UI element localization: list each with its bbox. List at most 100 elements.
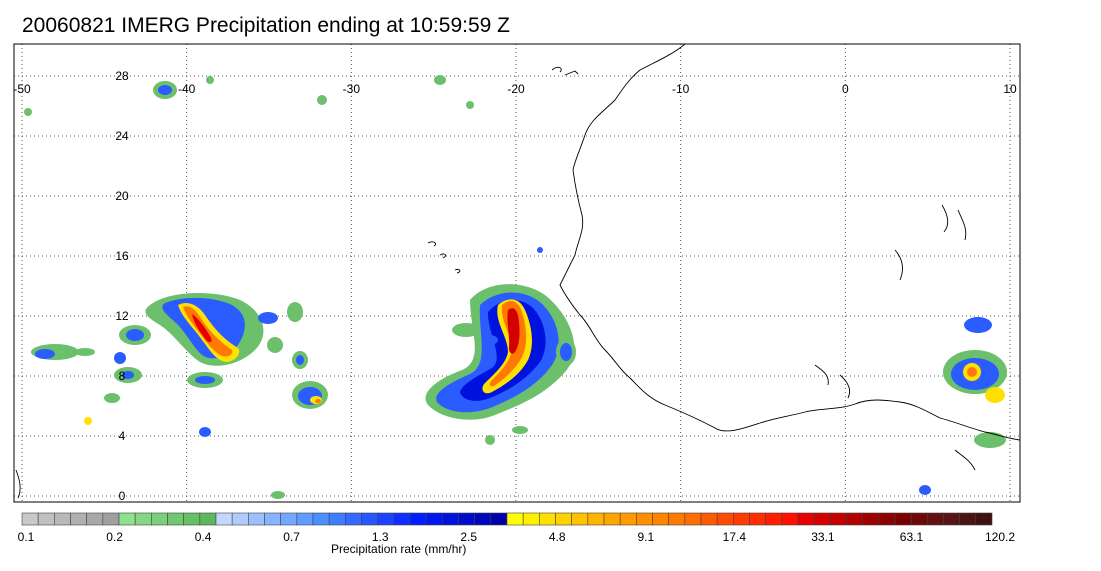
colorbar-swatch: [506, 512, 524, 526]
precip-system-48w: [31, 344, 142, 425]
colorbar-swatch: [733, 512, 750, 526]
colorbar-swatch: [393, 512, 411, 526]
colorbar-tick-label: 4.8: [549, 530, 566, 544]
precip-cell-31w: [292, 381, 328, 409]
precip-scattered: [24, 75, 543, 499]
colorbar-swatch: [522, 512, 540, 526]
colorbar-swatch: [54, 512, 71, 526]
colorbar-swatch: [37, 512, 55, 526]
colorbar-tick-label: 33.1: [811, 530, 835, 544]
colorbar-swatch: [264, 512, 281, 526]
colorbar-swatch: [959, 512, 977, 526]
colorbar-swatch: [409, 512, 427, 526]
colorbar-swatch: [894, 512, 912, 526]
colorbar-tick-label: 0.2: [106, 530, 123, 544]
lon-tick-label: -50: [13, 82, 31, 96]
colorbar-swatch: [700, 512, 718, 526]
lon-tick-label: 0: [842, 82, 849, 96]
colorbar-swatch: [781, 512, 799, 526]
gridlines: [14, 44, 1020, 502]
colorbar-tick-label: 1.3: [372, 530, 389, 544]
colorbar-swatch: [134, 512, 152, 526]
precip-system-20w: [425, 284, 576, 420]
colorbar-swatch: [86, 512, 104, 526]
colorbar-swatch: [830, 512, 847, 526]
precip-system-40w: [119, 81, 308, 437]
colorbar-swatch: [975, 512, 993, 526]
lon-tick-label: -10: [672, 82, 690, 96]
colorbar-swatch: [910, 512, 928, 526]
colorbar-swatch: [846, 512, 863, 526]
colorbar-swatch: [377, 512, 395, 526]
colorbar-swatch: [361, 512, 378, 526]
colorbar-swatch: [749, 512, 766, 526]
colorbar-swatch: [862, 512, 880, 526]
colorbar-tick-label: 9.1: [637, 530, 654, 544]
colorbar-swatch: [167, 512, 184, 526]
colorbar-swatch: [765, 512, 783, 526]
colorbar-swatch: [215, 512, 233, 526]
colorbar-swatch: [345, 512, 362, 526]
map-frame: [13, 43, 1021, 503]
colorbar-tick-label: 0.4: [195, 530, 212, 544]
colorbar-tick-label: 2.5: [460, 530, 477, 544]
colorbar-swatch: [280, 512, 298, 526]
colorbar-swatch: [118, 512, 136, 526]
colorbar-swatch: [555, 512, 572, 526]
lat-tick-label: 4: [119, 429, 126, 443]
lat-tick-label: 20: [115, 189, 129, 203]
lat-tick-label: 24: [115, 129, 129, 143]
colorbar-swatch: [668, 512, 686, 526]
colorbar-swatch: [425, 512, 443, 526]
latitude-labels: 0 4 8 12 16 20 24 28: [115, 69, 129, 503]
colorbar-caption: Precipitation rate (mm/hr): [331, 542, 467, 556]
colorbar-swatch: [603, 512, 621, 526]
precip-system-8e: [919, 317, 1007, 495]
colorbar-swatch: [943, 512, 960, 526]
page-title: 20060821 IMERG Precipitation ending at 1…: [22, 14, 510, 37]
colorbar-swatch: [490, 512, 508, 526]
colorbar-swatch: [652, 512, 669, 526]
colorbar-swatch: [151, 512, 168, 526]
lat-tick-label: 28: [115, 69, 129, 83]
colorbar-tick-label: 17.4: [723, 530, 747, 544]
lon-tick-label: -30: [343, 82, 361, 96]
lat-tick-label: 16: [115, 249, 129, 263]
lon-tick-label: 10: [1003, 82, 1017, 96]
colorbar-swatch: [248, 512, 265, 526]
colorbar-swatch: [716, 512, 734, 526]
lon-tick-label: -20: [507, 82, 525, 96]
colorbar-tick-label: 0.7: [283, 530, 300, 544]
colorbar-tick-label: 0.1: [18, 530, 35, 544]
colorbar-swatch: [458, 512, 475, 526]
colorbar-tick-label: 120.2: [985, 530, 1015, 544]
map-background: [14, 44, 1020, 502]
lat-tick-label: 12: [115, 309, 129, 323]
colorbar-swatch: [70, 512, 87, 526]
colorbar-swatch: [231, 512, 249, 526]
colorbar-swatch: [199, 512, 217, 526]
colorbar-swatch: [102, 512, 120, 526]
colorbar-swatch: [684, 512, 702, 526]
colorbar-swatch: [296, 512, 314, 526]
colorbar-labels: 0.1 0.2 0.4 0.7 1.3 2.5 4.8 9.1 17.4 33.1 63.1 120.…: [18, 530, 1016, 544]
colorbar-swatch: [813, 512, 831, 526]
lat-tick-label: 0: [119, 489, 126, 503]
colorbar-swatch: [797, 512, 815, 526]
colorbar: [21, 512, 993, 526]
colorbar-swatch: [927, 512, 944, 526]
colorbar-swatch: [539, 512, 556, 526]
lon-tick-label: -40: [178, 82, 196, 96]
colorbar-swatch: [571, 512, 589, 526]
colorbar-swatch: [474, 512, 492, 526]
colorbar-swatch: [328, 512, 346, 526]
coastline: [15, 44, 1020, 499]
colorbar-swatch: [21, 512, 39, 526]
colorbar-swatch: [183, 512, 201, 526]
colorbar-swatch: [587, 512, 605, 526]
colorbar-swatch: [619, 512, 637, 526]
colorbar-swatch: [442, 512, 459, 526]
longitude-labels: -50 -40 -30 -20 -10 0 10: [13, 82, 1017, 96]
colorbar-tick-label: 63.1: [900, 530, 924, 544]
